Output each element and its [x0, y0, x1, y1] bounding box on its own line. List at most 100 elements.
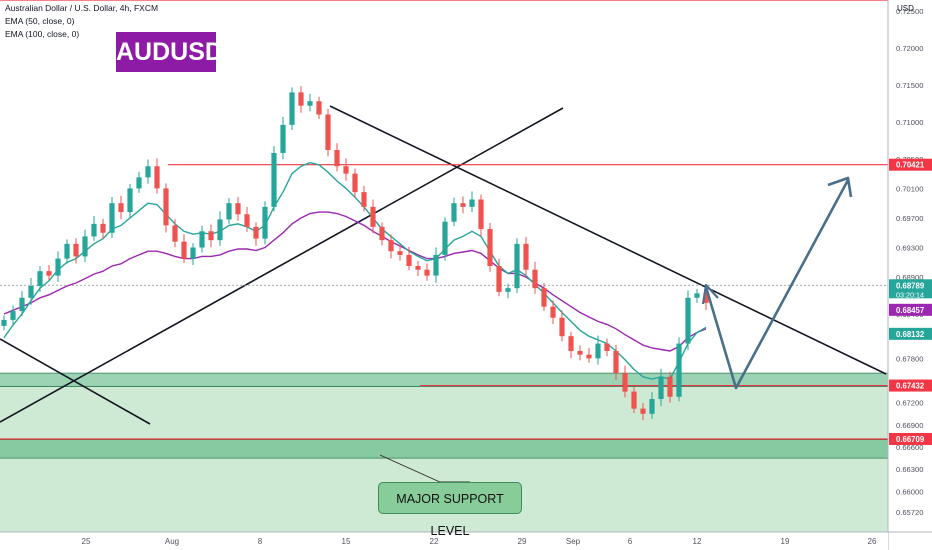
candle-body [46, 271, 52, 276]
candle-body [442, 221, 448, 255]
candle-body [550, 306, 556, 318]
price-label-tag [889, 379, 932, 392]
price-label-text: 0.68457 [896, 306, 924, 315]
candle-body [289, 92, 295, 125]
price-tick-label: 0.69700 [896, 214, 923, 223]
price-label-tag [889, 303, 932, 316]
candle-body [280, 124, 286, 153]
candle-body [217, 219, 223, 241]
candle-body [370, 206, 376, 227]
support-zone-2 [0, 439, 888, 459]
price-tick-label: 0.66900 [896, 421, 923, 430]
candle-body [577, 350, 583, 355]
candle-body [199, 231, 205, 248]
candle-body [136, 177, 142, 189]
candle-body [118, 203, 124, 213]
ascending-trendline [0, 107, 564, 423]
candle-body [478, 199, 484, 230]
price-axis-background [888, 0, 932, 550]
candle-body [262, 206, 268, 239]
projection-arrowhead [827, 176, 853, 198]
time-tick-label: Aug [165, 537, 179, 546]
ema50-legend: EMA (50, close, 0) [5, 16, 75, 26]
support-level-callout: MAJOR SUPPORT LEVEL [378, 482, 522, 538]
candle-body [514, 243, 520, 289]
candle-body [271, 152, 277, 207]
candle-body [631, 391, 637, 409]
candle-body [613, 350, 619, 374]
candle-body [100, 223, 106, 233]
candle-body [10, 311, 16, 320]
candle-body [397, 251, 403, 255]
currency-label: USD [897, 4, 914, 13]
candle-body [622, 373, 628, 392]
candle-body [532, 269, 538, 289]
candle-body [55, 258, 61, 276]
price-tick-label: 0.71500 [896, 81, 923, 90]
time-tick-label: 8 [258, 537, 263, 546]
candle-body [181, 241, 187, 259]
ema100-line [3, 211, 707, 352]
candle-body [487, 229, 493, 266]
candle-body [451, 203, 457, 222]
candle-body [1, 319, 7, 326]
candle-body [433, 254, 439, 276]
candle-body [586, 354, 592, 359]
candle-body [208, 231, 214, 241]
candle-body [343, 166, 349, 174]
candle-body [667, 376, 673, 397]
price-label-tag [889, 432, 932, 445]
time-axis-background [0, 532, 888, 550]
candle-body [649, 399, 655, 414]
candle-body [235, 203, 241, 215]
descending-trendline [329, 105, 887, 375]
candle-body [523, 243, 529, 270]
ema100-legend: EMA (100, close, 0) [5, 29, 80, 39]
candle-body [226, 203, 232, 220]
candle-body [163, 188, 169, 226]
candle-body [415, 266, 421, 270]
price-label-text: 0.66709 [896, 435, 925, 444]
time-tick-label: 6 [628, 537, 633, 546]
candle-body [253, 226, 259, 239]
time-tick-label: 19 [781, 537, 790, 546]
candle-body [127, 188, 133, 213]
candle-body [388, 240, 394, 252]
candle-body [595, 343, 601, 359]
price-label-text: 0.68789 [896, 281, 925, 290]
price-tick-label: 0.70100 [896, 184, 923, 193]
price-tick-label: 0.72000 [896, 44, 923, 53]
candle-body [73, 243, 79, 257]
candle-body [298, 92, 304, 106]
time-tick-label: 22 [430, 537, 439, 546]
support-zone-1 [0, 373, 888, 387]
candle-body [685, 297, 691, 344]
projection-path [704, 179, 850, 390]
price-tick-label: 0.72500 [896, 7, 923, 16]
candle-body [541, 288, 547, 307]
price-label-tag [889, 279, 932, 299]
candle-body [406, 254, 412, 266]
time-tick-label: 26 [868, 537, 877, 546]
candle-body [28, 285, 34, 298]
candle-body [91, 223, 97, 237]
price-label-tag [889, 158, 932, 171]
candle-body [109, 203, 115, 233]
time-tick-label: 12 [693, 537, 702, 546]
price-tick-label: 0.67800 [896, 354, 923, 363]
price-tick-label: 0.68900 [896, 273, 923, 282]
candle-body [640, 408, 646, 414]
candle-body [694, 293, 700, 298]
candle-body [424, 269, 430, 276]
price-tick-label: 0.66000 [896, 487, 923, 496]
candle-body [37, 271, 43, 286]
candle-body [568, 336, 574, 351]
candle-body [19, 297, 25, 312]
price-label-text: 0.70421 [896, 161, 925, 170]
time-tick-label: 25 [82, 537, 91, 546]
candle-body [658, 376, 664, 399]
candle-body [64, 243, 70, 259]
countdown-label: 03:20:14 [896, 290, 924, 299]
price-label-tag [889, 327, 932, 340]
